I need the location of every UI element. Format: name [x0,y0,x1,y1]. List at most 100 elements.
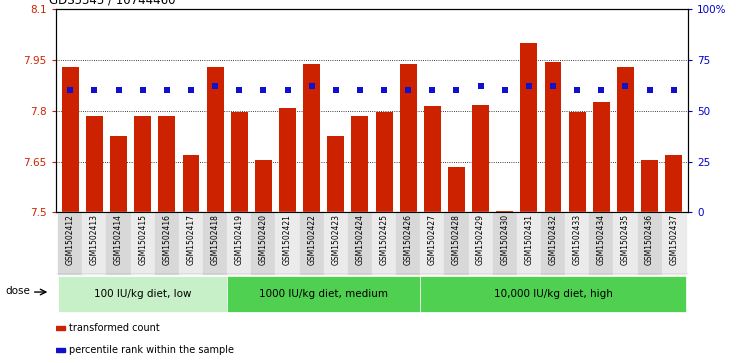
Bar [300,212,324,274]
Bar [255,160,272,212]
Bar [661,212,686,274]
Text: GSM1502429: GSM1502429 [476,214,485,265]
Text: GSM1502435: GSM1502435 [621,214,630,265]
Point [137,87,149,93]
Text: dose: dose [6,286,31,296]
Bar [448,167,465,212]
Bar [469,212,493,274]
Point [523,83,535,89]
Bar [444,212,469,274]
Text: GDS5345 / 10744460: GDS5345 / 10744460 [49,0,176,7]
Bar [58,212,83,274]
Bar [348,212,372,274]
Bar [521,43,537,212]
Text: percentile rank within the sample: percentile rank within the sample [69,345,234,355]
Point [89,87,100,93]
Bar [203,212,227,274]
Point [475,83,487,89]
Point [234,87,246,93]
Bar [496,211,513,212]
Bar [351,116,368,212]
Point [185,87,197,93]
Text: 100 IU/kg diet, low: 100 IU/kg diet, low [94,289,191,299]
Text: GSM1502426: GSM1502426 [404,214,413,265]
Point [112,87,124,93]
Bar [227,212,251,274]
Bar [565,212,589,274]
Text: GSM1502422: GSM1502422 [307,214,316,265]
Text: GSM1502430: GSM1502430 [500,214,509,265]
Bar [545,62,562,212]
Bar [304,64,320,212]
Text: GSM1502434: GSM1502434 [597,214,606,265]
Bar [155,212,179,274]
Text: GSM1502424: GSM1502424 [356,214,365,265]
Text: GSM1502412: GSM1502412 [65,214,75,265]
Bar [396,212,420,274]
Bar [400,64,417,212]
Bar [207,67,223,212]
Bar [327,136,344,212]
Bar [83,212,106,274]
Text: GSM1502431: GSM1502431 [525,214,533,265]
Bar [86,116,103,212]
Bar [568,113,586,212]
Point [354,87,366,93]
Bar [617,67,634,212]
Text: GSM1502432: GSM1502432 [548,214,557,265]
Point [668,87,680,93]
Text: GSM1502425: GSM1502425 [379,214,388,265]
Text: GSM1502428: GSM1502428 [452,214,461,265]
Bar [158,116,176,212]
Point [257,87,269,93]
Point [403,87,414,93]
Bar [638,212,661,274]
Bar [541,212,565,274]
Bar [275,212,300,274]
Bar [613,212,638,274]
Bar [62,67,79,212]
Point [571,87,583,93]
Text: GSM1502419: GSM1502419 [235,214,244,265]
Text: GSM1502423: GSM1502423 [331,214,340,265]
Bar [56,347,65,352]
Bar [58,276,227,312]
Text: GSM1502416: GSM1502416 [162,214,171,265]
Bar [251,212,275,274]
Text: GSM1502421: GSM1502421 [283,214,292,265]
Point [161,87,173,93]
Text: GSM1502427: GSM1502427 [428,214,437,265]
Point [451,87,463,93]
Point [281,87,293,93]
Bar [106,212,131,274]
Text: 10,000 IU/kg diet, high: 10,000 IU/kg diet, high [493,289,612,299]
Bar [420,212,444,274]
Bar [665,155,682,212]
Text: transformed count: transformed count [69,323,160,333]
Bar [420,276,686,312]
Text: 1000 IU/kg diet, medium: 1000 IU/kg diet, medium [259,289,388,299]
Bar [131,212,155,274]
Bar [56,326,65,330]
Bar [179,212,203,274]
Bar [472,105,489,212]
Point [330,87,341,93]
Bar [324,212,348,274]
Point [209,83,221,89]
Text: GSM1502436: GSM1502436 [645,214,654,265]
Bar [134,116,151,212]
Point [64,87,76,93]
Text: GSM1502415: GSM1502415 [138,214,147,265]
Text: GSM1502418: GSM1502418 [211,214,219,265]
Point [547,83,559,89]
Text: GSM1502433: GSM1502433 [573,214,582,265]
Bar [493,212,517,274]
Text: GSM1502417: GSM1502417 [187,214,196,265]
Point [378,87,390,93]
Bar [279,108,296,212]
Text: GSM1502437: GSM1502437 [669,214,679,265]
Text: GSM1502413: GSM1502413 [90,214,99,265]
Text: GSM1502420: GSM1502420 [259,214,268,265]
Point [426,87,438,93]
Bar [110,136,127,212]
